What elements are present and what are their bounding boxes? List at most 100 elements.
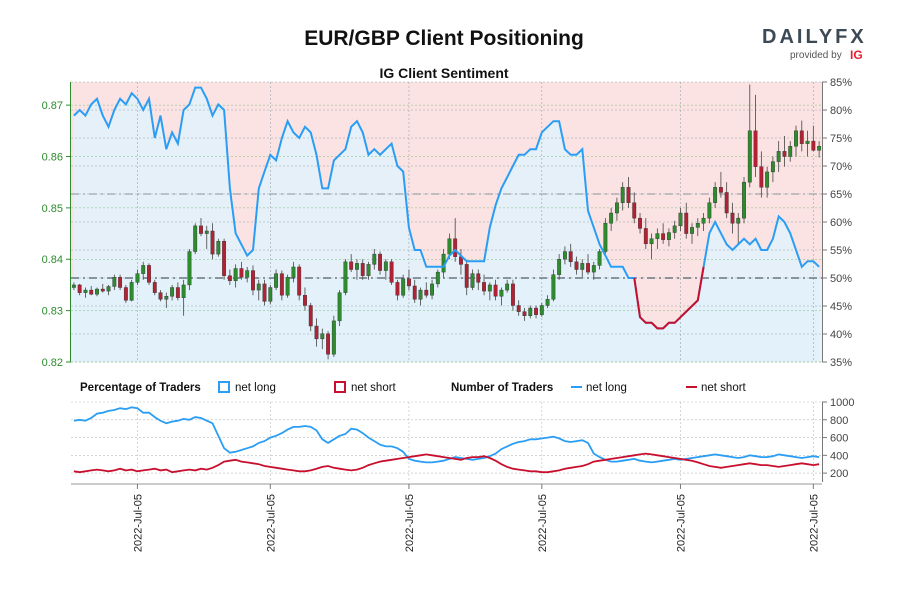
date-tick-label: 2022-Jul-05: [265, 494, 277, 552]
price-tick-label: 0.86: [42, 151, 63, 163]
price-candle: [672, 220, 677, 239]
price-candle: [170, 284, 175, 301]
price-candle: [210, 223, 215, 260]
price-tick-label: 0.85: [42, 203, 63, 215]
price-candle: [788, 141, 793, 162]
legend-percentage-heading: Percentage of Traders: [80, 382, 201, 394]
price-candle: [528, 305, 533, 319]
price-candle: [695, 218, 700, 237]
price-tick-label: 0.87: [42, 100, 63, 112]
traders-tick-label: 400: [830, 450, 848, 462]
price-candle: [580, 259, 585, 278]
price-candle: [770, 156, 775, 183]
price-candle: [776, 141, 781, 172]
price-candle: [141, 261, 146, 280]
traders-tick-label: 600: [830, 433, 848, 445]
price-candle: [129, 279, 134, 302]
percent-tick-label: 75%: [830, 133, 852, 145]
date-tick-label: 2022-Jul-05: [132, 494, 144, 552]
price-candle: [505, 279, 510, 293]
percent-tick-label: 40%: [830, 329, 852, 341]
price-tick-label: 0.82: [42, 357, 63, 369]
price-candle: [95, 287, 99, 297]
price-candles: [71, 84, 822, 360]
price-candle: [649, 233, 654, 260]
price-candle: [395, 279, 400, 301]
price-candle: [430, 279, 434, 300]
price-candle: [707, 197, 712, 224]
logo-brand: DAILYFX: [762, 26, 867, 48]
price-candle: [557, 254, 562, 280]
price-candle: [175, 282, 180, 301]
price-candle: [655, 228, 660, 249]
price-candle: [487, 282, 492, 301]
percent-tick-label: 70%: [830, 161, 852, 173]
price-candle: [736, 213, 741, 244]
price-candle: [424, 282, 429, 298]
price-candle: [106, 284, 111, 296]
price-candle: [539, 302, 544, 317]
price-candle: [499, 287, 504, 306]
price-candle: [753, 94, 758, 178]
price-candle: [256, 279, 261, 301]
price-candle: [158, 290, 163, 302]
price-candle: [164, 292, 169, 309]
price-candle: [326, 331, 331, 360]
price-candle: [747, 84, 752, 188]
price-candle: [724, 182, 729, 219]
number-net-long-line: [73, 406, 820, 464]
legend-percent-short: net short: [351, 382, 397, 394]
price-candle: [811, 125, 816, 152]
legend-number-short: net short: [701, 382, 747, 394]
percent-tick-label: 50%: [830, 273, 852, 285]
percent-long-area: [73, 87, 820, 362]
price-candle: [181, 279, 186, 316]
legend-long-swatch: [218, 381, 230, 393]
price-candle: [285, 274, 290, 298]
price-candle: [135, 269, 140, 285]
price-candle: [331, 315, 336, 357]
price-tick-label: 0.84: [42, 254, 63, 266]
price-candle: [100, 283, 105, 293]
legend-short-swatch: [334, 381, 346, 393]
percent-net-short-line: [633, 266, 705, 330]
price-candle: [118, 274, 123, 291]
price-candle: [297, 264, 302, 301]
price-candle: [666, 228, 671, 247]
percent-axis: 35% 40% 45% 50% 55% 60% 65% 70% 75% 80% 85%: [822, 77, 852, 369]
traders-grid: [71, 401, 822, 482]
price-candle: [562, 246, 567, 265]
price-candle: [511, 279, 515, 311]
price-candle: [343, 259, 348, 296]
price-candle: [614, 197, 619, 221]
price-candle: [545, 295, 550, 309]
logo-provided-by: provided by: [790, 50, 842, 61]
price-candle: [112, 274, 117, 291]
price-candle: [320, 328, 325, 350]
price-tick-label: 0.83: [42, 306, 63, 318]
logo-ig: IG: [850, 48, 863, 62]
price-candle: [193, 223, 198, 255]
date-tick-label: 2022-Jul-05: [404, 494, 416, 552]
chart-title: EUR/GBP Client Positioning: [304, 27, 584, 50]
legend: Percentage of Traders net long net short…: [80, 381, 747, 394]
price-candle: [794, 125, 798, 157]
price-candle: [227, 269, 232, 285]
price-candle: [482, 274, 486, 296]
price-candle: [216, 238, 221, 257]
price-candle: [274, 269, 279, 291]
price-candle: [817, 141, 822, 158]
price-candle: [632, 192, 637, 224]
price-candle: [360, 259, 365, 280]
percent-short-area: [73, 82, 820, 329]
legend-number-long: net long: [586, 382, 627, 394]
price-candle: [551, 269, 556, 302]
percent-tick-label: 80%: [830, 105, 852, 117]
price-candle: [407, 269, 411, 291]
price-candle: [799, 120, 804, 152]
date-tick-label: 2022-Jul-05: [676, 494, 688, 552]
date-tick-label: 2022-Jul-05: [808, 494, 820, 552]
price-panel: 0.82 0.83 0.84 0.85 0.86 0.87 35% 40% 45% 50% 55%…: [42, 77, 853, 369]
percent-tick-label: 35%: [830, 357, 852, 369]
